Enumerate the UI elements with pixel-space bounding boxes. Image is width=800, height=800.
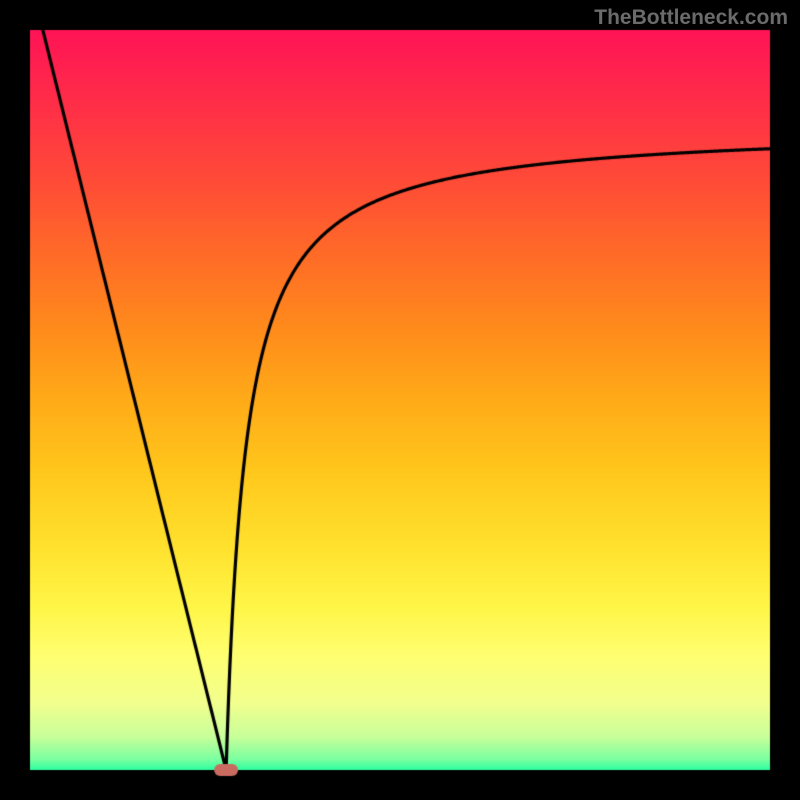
bottleneck-chart-canvas bbox=[0, 0, 800, 800]
watermark-text: TheBottleneck.com bbox=[594, 6, 788, 30]
chart-container: TheBottleneck.com bbox=[0, 0, 800, 800]
